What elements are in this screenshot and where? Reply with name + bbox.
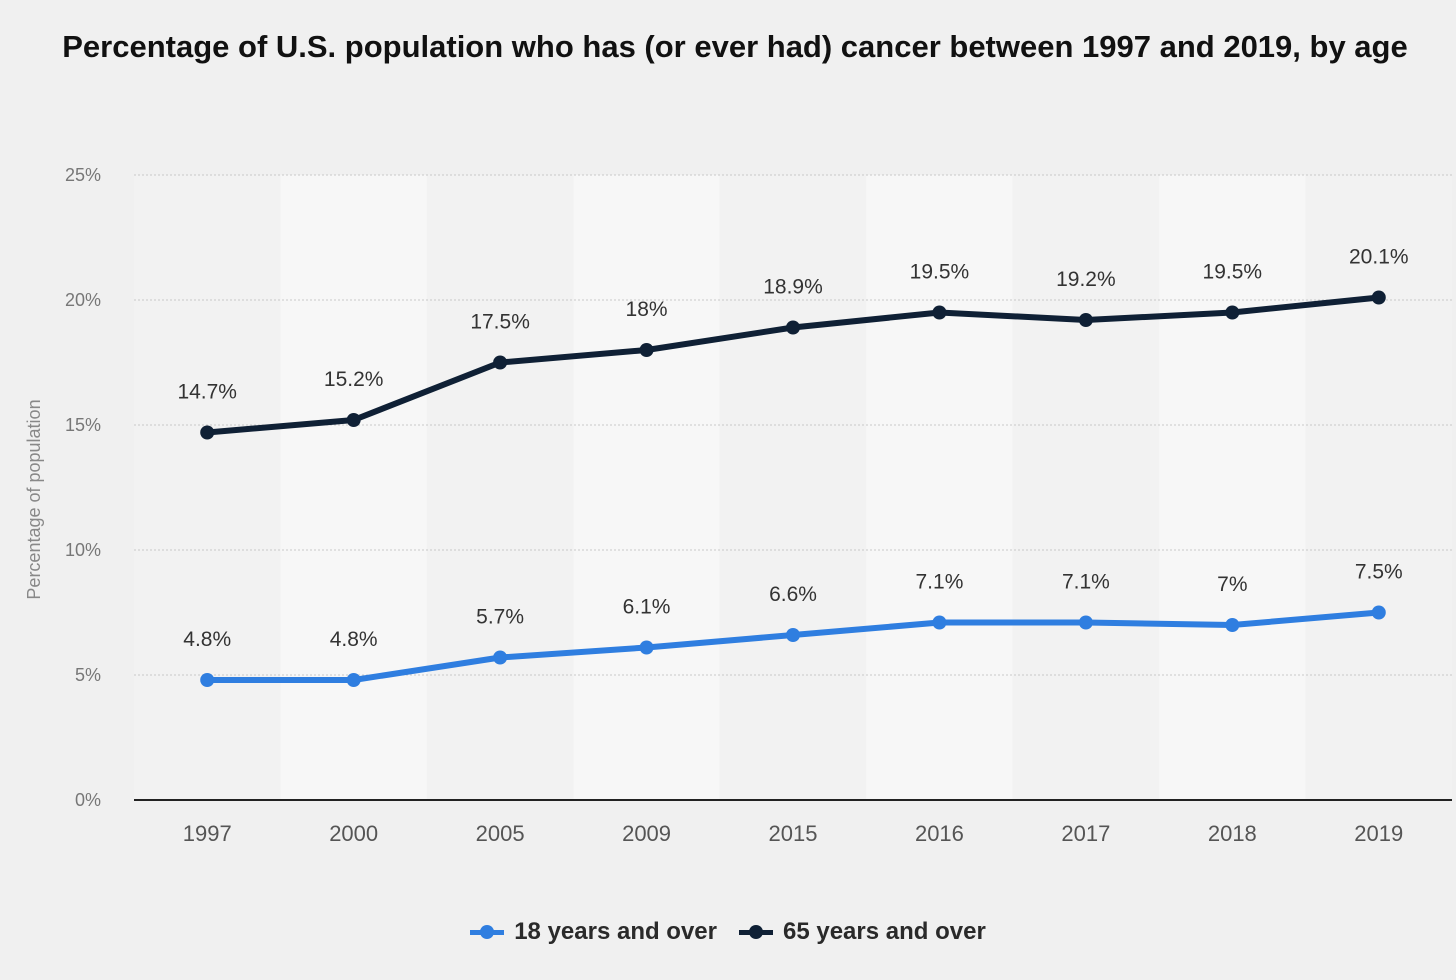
data-point: [932, 305, 947, 320]
data-point: [200, 425, 215, 440]
data-point: [786, 628, 800, 642]
data-label: 4.8%: [330, 628, 378, 651]
x-tick-label: 2015: [769, 821, 818, 846]
plot-band: [1012, 175, 1160, 800]
chart-legend: 18 years and over 65 years and over: [0, 918, 1456, 946]
data-label: 19.2%: [1056, 268, 1116, 291]
data-label: 17.5%: [470, 311, 530, 334]
data-point: [1078, 615, 1093, 630]
data-point: [493, 650, 508, 665]
data-label: 14.7%: [177, 381, 237, 404]
data-label: 7.1%: [1062, 571, 1110, 594]
legend-swatch-series-1: [470, 925, 505, 939]
y-tick-label: 0%: [75, 790, 101, 810]
data-label: 7%: [1217, 573, 1247, 596]
y-tick-label: 5%: [75, 665, 101, 685]
data-label: 6.1%: [623, 596, 671, 619]
x-tick-label: 2009: [622, 821, 671, 846]
data-label: 4.8%: [183, 628, 231, 651]
chart-title: Percentage of U.S. population who has (o…: [62, 29, 1408, 64]
legend-swatch-series-2: [739, 925, 773, 939]
data-point: [639, 640, 654, 655]
legend-label-series-1: 18 years and over: [514, 918, 717, 945]
y-tick-label: 20%: [65, 290, 101, 310]
data-point: [932, 615, 947, 630]
legend-item-series-1[interactable]: 18 years and over: [470, 918, 717, 946]
plot-band: [426, 175, 574, 800]
plot-band: [1159, 175, 1306, 800]
data-point: [493, 355, 508, 370]
plot-band: [280, 175, 427, 800]
x-tick-label: 2016: [915, 821, 964, 846]
x-tick-label: 1997: [183, 821, 232, 846]
data-point: [639, 343, 654, 357]
data-label: 18.9%: [763, 276, 823, 299]
y-tick-label: 10%: [65, 540, 101, 560]
data-point: [1371, 290, 1386, 305]
data-label: 6.6%: [769, 583, 817, 606]
data-point: [1225, 618, 1240, 632]
y-tick-label: 15%: [65, 415, 101, 435]
plot-band: [719, 175, 867, 800]
data-label: 19.5%: [1203, 261, 1263, 284]
data-label: 15.2%: [324, 368, 384, 391]
data-label: 20.1%: [1349, 246, 1409, 269]
x-tick-label: 2000: [329, 821, 378, 846]
data-point: [786, 320, 800, 335]
data-point: [346, 673, 361, 687]
data-point: [346, 413, 361, 427]
x-tick-label: 2018: [1208, 821, 1257, 846]
data-point: [1078, 313, 1093, 327]
data-point: [200, 673, 215, 687]
x-tick-label: 2005: [476, 821, 525, 846]
legend-item-series-2[interactable]: 65 years and over: [739, 918, 986, 946]
y-tick-label: 25%: [65, 165, 101, 185]
x-tick-label: 2017: [1061, 821, 1110, 846]
plot-band: [573, 175, 720, 800]
x-tick-label: 2019: [1354, 821, 1403, 846]
plot-band: [134, 175, 281, 800]
data-label: 19.5%: [910, 261, 970, 284]
data-label: 7.1%: [916, 571, 964, 594]
data-label: 5.7%: [476, 606, 524, 629]
plot-band: [866, 175, 1013, 800]
data-label: 18%: [626, 298, 668, 321]
data-point: [1225, 305, 1240, 320]
plot-band: [1305, 175, 1452, 800]
data-label: 7.5%: [1355, 561, 1403, 584]
data-point: [1371, 605, 1386, 620]
legend-label-series-2: 65 years and over: [783, 918, 986, 945]
y-axis-title: Percentage of population: [24, 399, 44, 599]
